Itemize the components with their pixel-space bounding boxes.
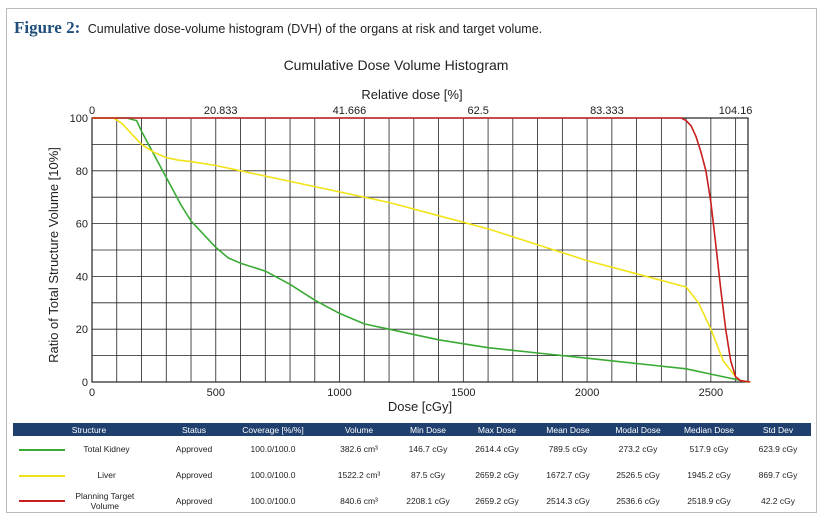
max-dose-cell: 2659.2 cGy <box>475 470 519 480</box>
modal-dose-cell: 2526.5 cGy <box>616 470 660 480</box>
series-line-total-kidney <box>92 117 749 383</box>
top-axis-label: Relative dose [%] <box>361 87 462 102</box>
status-cell: Approved <box>175 470 213 480</box>
table-row: Planning Target Volume Approved 100.0/10… <box>13 488 811 514</box>
top-tick-label: 104.16 <box>719 105 753 117</box>
y-tick-label: 20 <box>76 324 88 336</box>
dose-statistics-table: Structure Status Coverage [%/%] Volume M… <box>13 423 811 514</box>
modal-dose-cell: 2536.6 cGy <box>616 496 660 506</box>
y-tick-label: 100 <box>70 113 88 125</box>
mean-dose-cell: 789.5 cGy <box>548 444 588 454</box>
median-dose-cell: 2518.9 cGy <box>687 496 731 506</box>
volume-cell: 1522.2 cm³ <box>337 470 381 480</box>
x-tick-label: 1500 <box>451 387 475 399</box>
header-modal-dose: Modal Dose <box>615 424 661 435</box>
max-dose-cell: 2659.2 cGy <box>475 496 519 506</box>
min-dose-cell: 146.7 cGy <box>408 444 448 454</box>
chart-series <box>92 117 751 383</box>
top-tick-label: 83.333 <box>590 105 624 117</box>
modal-dose-cell: 273.2 cGy <box>618 444 658 454</box>
y-tick-label: 60 <box>76 219 88 231</box>
coverage-cell: 100.0/100.0 <box>250 496 296 506</box>
x-tick-label: 0 <box>89 387 95 399</box>
y-tick-label: 0 <box>82 377 88 389</box>
series-line-planning-target-volume <box>92 117 751 383</box>
caption-text: Cumulative dose-volume histogram (DVH) o… <box>87 22 543 36</box>
volume-cell: 840.6 cm³ <box>340 496 378 506</box>
structure-name-line2: Volume <box>90 501 120 511</box>
x-tick-label: 500 <box>207 387 225 399</box>
top-tick-label: 0 <box>89 105 95 117</box>
status-cell: Approved <box>175 496 213 506</box>
x-tick-label: 2000 <box>575 387 599 399</box>
x-axis-label: Dose [cGy] <box>388 399 452 414</box>
median-dose-cell: 517.9 cGy <box>689 444 729 454</box>
min-dose-cell: 87.5 cGy <box>410 470 446 480</box>
top-tick-label: 20.833 <box>204 105 238 117</box>
max-dose-cell: 2614.4 cGy <box>475 444 519 454</box>
x-tick-label: 1000 <box>327 387 351 399</box>
structure-cell: Planning Target Volume <box>13 488 165 514</box>
structure-cell: Total Kidney <box>13 436 165 462</box>
structure-name: Planning Target Volume <box>75 491 134 511</box>
dvh-chart: Cumulative Dose Volume Histogram Relativ… <box>46 57 753 414</box>
coverage-cell: 100.0/100.0 <box>250 470 296 480</box>
mean-dose-cell: 2514.3 cGy <box>546 496 590 506</box>
header-structure: Structure <box>71 424 107 435</box>
top-tick-label: 62.5 <box>467 105 488 117</box>
status-cell: Approved <box>175 444 213 454</box>
figure-label: Figure 2: <box>14 18 81 37</box>
table-row: Total Kidney Approved 100.0/100.0 382.6 … <box>13 436 811 462</box>
header-max-dose: Max Dose <box>477 424 517 435</box>
y-tick-label: 40 <box>76 271 88 283</box>
coverage-cell: 100.0/100.0 <box>250 444 296 454</box>
y-axis-label: Ratio of Total Structure Volume [10%] <box>46 147 61 363</box>
table-row: Liver Approved 100.0/100.0 1522.2 cm³ 87… <box>13 462 811 488</box>
median-dose-cell: 1945.2 cGy <box>687 470 731 480</box>
legend-swatch-planning-target-volume <box>19 500 65 502</box>
series-line-liver <box>92 117 751 383</box>
table-header-row: Structure Status Coverage [%/%] Volume M… <box>13 423 811 436</box>
header-median-dose: Median Dose <box>683 424 735 435</box>
structure-cell: Liver <box>13 462 165 488</box>
chart-title: Cumulative Dose Volume Histogram <box>284 57 509 73</box>
header-min-dose: Min Dose <box>410 424 446 435</box>
std-dev-cell: 623.9 cGy <box>758 444 798 454</box>
figure-caption: Figure 2: Cumulative dose-volume histogr… <box>14 18 542 38</box>
top-tick-label: 41.666 <box>333 105 367 117</box>
header-mean-dose: Mean Dose <box>546 424 590 435</box>
legend-swatch-liver <box>19 474 65 477</box>
header-volume: Volume <box>344 424 374 435</box>
y-tick-label: 80 <box>76 166 88 178</box>
header-std-dev: Std Dev <box>762 424 794 435</box>
x-tick-label: 2500 <box>699 387 723 399</box>
structure-name: Liver <box>97 470 116 480</box>
header-status: Status <box>181 424 207 435</box>
volume-cell: 382.6 cm³ <box>340 444 378 454</box>
structure-name-line1: Planning Target <box>75 491 135 501</box>
std-dev-cell: 869.7 cGy <box>758 470 798 480</box>
structure-name: Total Kidney <box>83 444 130 454</box>
std-dev-cell: 42.2 cGy <box>760 496 796 506</box>
min-dose-cell: 2208.1 cGy <box>406 496 450 506</box>
legend-swatch-total-kidney <box>19 448 65 451</box>
header-coverage: Coverage [%/%] <box>242 424 304 435</box>
mean-dose-cell: 1672.7 cGy <box>546 470 590 480</box>
chart-grid <box>91 117 749 383</box>
